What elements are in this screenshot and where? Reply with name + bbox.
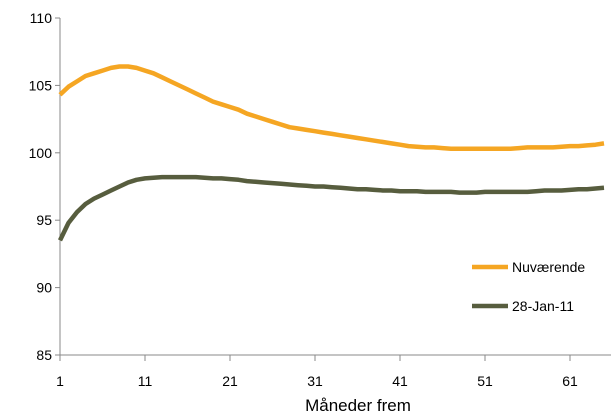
y-tick-label: 105 [29, 77, 53, 93]
x-tick-label: 31 [307, 373, 323, 389]
y-tick-label: 100 [29, 145, 53, 161]
y-axis: 85 90 95 100 105 110 [29, 10, 61, 363]
series-line-1 [58, 64, 605, 152]
y-tick-label: 90 [36, 280, 52, 296]
x-tick-label: 51 [477, 373, 493, 389]
legend-label-1: Nuværende [512, 259, 585, 275]
legend: Nuværende 28-Jan-11 [472, 259, 585, 314]
series-line-2 [57, 174, 605, 242]
x-tick-label: 11 [138, 373, 153, 389]
x-tick-label: 61 [562, 373, 578, 389]
x-tick-label: 21 [222, 373, 238, 389]
x-tick-label: 41 [392, 373, 408, 389]
y-tick-label: 110 [30, 10, 53, 26]
x-tick-label: 1 [56, 373, 64, 389]
legend-label-2: 28-Jan-11 [512, 298, 574, 314]
y-tick-label: 85 [36, 347, 52, 363]
x-axis: 1 11 21 31 41 51 61 [56, 354, 611, 389]
x-axis-label: Måneder frem [305, 396, 411, 414]
y-tick-label: 95 [36, 212, 52, 228]
series-layer [57, 64, 605, 242]
